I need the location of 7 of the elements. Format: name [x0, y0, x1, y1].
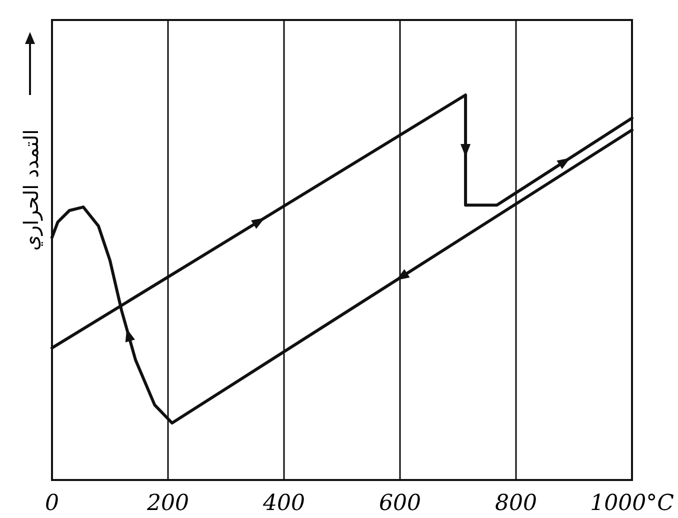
x-tick-label: 1000°C [590, 491, 674, 516]
x-tick-label: 200 [146, 491, 189, 516]
x-tick-label: 0 [45, 491, 59, 516]
x-tick-label: 800 [495, 491, 537, 516]
y-axis-title: التمدد الحراري [19, 129, 43, 251]
x-tick-label: 400 [262, 491, 305, 516]
x-tick-label: 600 [379, 491, 421, 516]
